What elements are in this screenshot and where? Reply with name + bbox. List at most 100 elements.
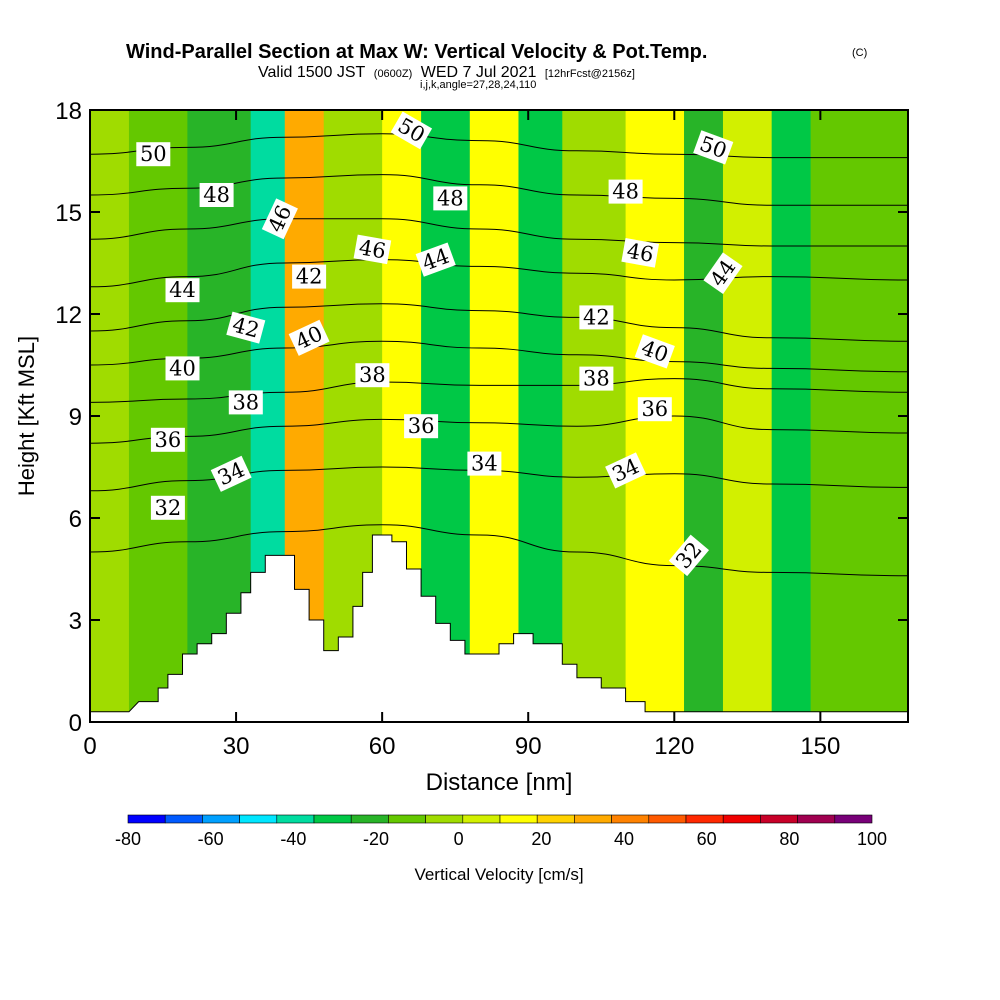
contour-label-bg <box>668 534 710 577</box>
contour-label-text: 42 <box>296 265 323 289</box>
terrain-mask <box>90 534 908 722</box>
x-tick-label: 30 <box>223 733 250 760</box>
contour-label-bg <box>579 305 614 330</box>
colorbar-swatch <box>425 814 464 824</box>
x-axis-label: Distance [nm] <box>426 769 573 796</box>
contour-label-1: 48 <box>199 183 234 207</box>
y-tick-label: 15 <box>55 200 82 227</box>
contour-label-bg <box>579 366 614 391</box>
contour-label-bg <box>210 455 252 492</box>
subtitle-date: WED 7 Jul 2021 <box>421 64 537 81</box>
colorbar-label: -80 <box>115 829 141 849</box>
theta-contour-38 <box>90 378 908 403</box>
colorbar-swatch <box>313 814 352 824</box>
colorbar-swatch <box>202 814 240 824</box>
contour-label-bg <box>693 130 734 165</box>
subtitle-valid: Valid 1500 JST <box>258 64 366 81</box>
contour-label-bg <box>288 319 330 356</box>
contour-label-text: 46 <box>357 235 387 263</box>
colorbar-swatch <box>462 814 501 824</box>
colorbar-swatch <box>574 814 612 824</box>
colorbar-label: 100 <box>857 829 887 849</box>
velocity-cell-13 <box>722 110 773 722</box>
chart-subtitle: Valid 1500 JST (0600Z) WED 7 Jul 2021 [1… <box>258 64 635 81</box>
contour-label-25: 38 <box>579 366 614 391</box>
x-tick-label: 150 <box>800 733 840 760</box>
contour-label-text: 34 <box>471 452 498 476</box>
velocity-cell-8 <box>469 110 519 722</box>
colorbar-label: -20 <box>363 829 389 849</box>
contour-label-bg <box>165 278 200 303</box>
y-tick-label: 0 <box>69 710 82 737</box>
contour-label-text: 48 <box>612 180 639 204</box>
contour-label-6: 38 <box>228 390 263 415</box>
contour-label-26: 36 <box>637 397 672 422</box>
contour-label-bg <box>353 234 392 265</box>
subtitle-utc: (0600Z) <box>374 68 413 80</box>
contour-label-bg <box>261 198 298 240</box>
contour-label-17: 36 <box>404 414 439 439</box>
chart-subtitle-2: i,j,k,angle=27,28,24,110 <box>420 79 536 91</box>
x-tick-label: 120 <box>654 733 694 760</box>
theta-contour-40 <box>90 340 908 373</box>
title-mark: (C) <box>852 47 867 59</box>
y-tick-label: 3 <box>69 608 82 635</box>
theta-contour-46 <box>90 218 908 247</box>
contour-label-10: 42 <box>292 264 327 289</box>
colorbar-swatch <box>648 814 687 824</box>
colorbar-label: 20 <box>531 829 551 849</box>
contour-label-bg <box>150 427 185 452</box>
contour-label-text: 38 <box>232 390 259 414</box>
colorbar-swatch <box>239 814 278 824</box>
y-tick-label: 9 <box>69 404 82 431</box>
colorbar-swatch <box>834 814 873 824</box>
contour-label-bg <box>199 183 234 207</box>
colorbar-swatch <box>685 814 724 824</box>
velocity-cell-10 <box>562 110 627 722</box>
contour-label-bg <box>703 252 743 295</box>
colorbar-swatch <box>164 814 203 824</box>
colorbar-label: 80 <box>779 829 799 849</box>
y-axis-label: Height [Kft MSL] <box>14 336 39 496</box>
contour-label-15: 44 <box>415 242 456 277</box>
contour-label-3: 44 <box>165 278 200 303</box>
contour-label-text: 38 <box>583 367 610 391</box>
colorbar-swatch <box>350 814 389 824</box>
contour-label-bg <box>136 142 171 167</box>
contour-label-9: 32 <box>150 495 185 520</box>
theta-contour-50 <box>90 133 908 159</box>
x-tick-label: 60 <box>369 733 396 760</box>
velocity-cell-12 <box>684 110 724 722</box>
contour-label-bg <box>165 356 200 381</box>
contour-label-18: 34 <box>467 451 502 476</box>
contour-label-text: 50 <box>140 142 167 166</box>
chart-title: Wind-Parallel Section at Max W: Vertical… <box>126 41 707 63</box>
contour-label-bg <box>621 238 660 268</box>
x-axis-ticks: 0 30 60 90 120 150 <box>83 110 840 760</box>
contour-label-text: 48 <box>437 186 464 210</box>
contour-label-text: 36 <box>641 397 668 421</box>
contour-label-bg <box>467 451 502 476</box>
colorbar-label: 0 <box>454 829 464 849</box>
contour-label-bg <box>608 179 643 204</box>
contour-label-text: 42 <box>583 305 610 329</box>
contour-label-5: 40 <box>165 356 200 381</box>
contour-label-bg <box>637 397 672 422</box>
colorbar-swatch <box>797 814 836 824</box>
colorbar-swatch <box>127 814 166 824</box>
contour-label-0: 50 <box>136 142 171 167</box>
colorbar-swatch <box>611 814 650 824</box>
contour-label-bg <box>415 242 456 277</box>
contour-label-14: 46 <box>353 234 392 265</box>
contour-label-bg <box>634 334 675 369</box>
y-tick-label: 18 <box>55 98 82 125</box>
colorbar-title: Vertical Velocity [cm/s] <box>414 865 583 884</box>
colorbar-label: -40 <box>280 829 306 849</box>
theta-contour-32 <box>90 524 908 577</box>
contour-label-bg <box>150 495 185 520</box>
velocity-cell-1 <box>128 110 188 722</box>
contour-label-21: 46 <box>621 238 660 268</box>
theta-contour-36 <box>90 415 908 444</box>
